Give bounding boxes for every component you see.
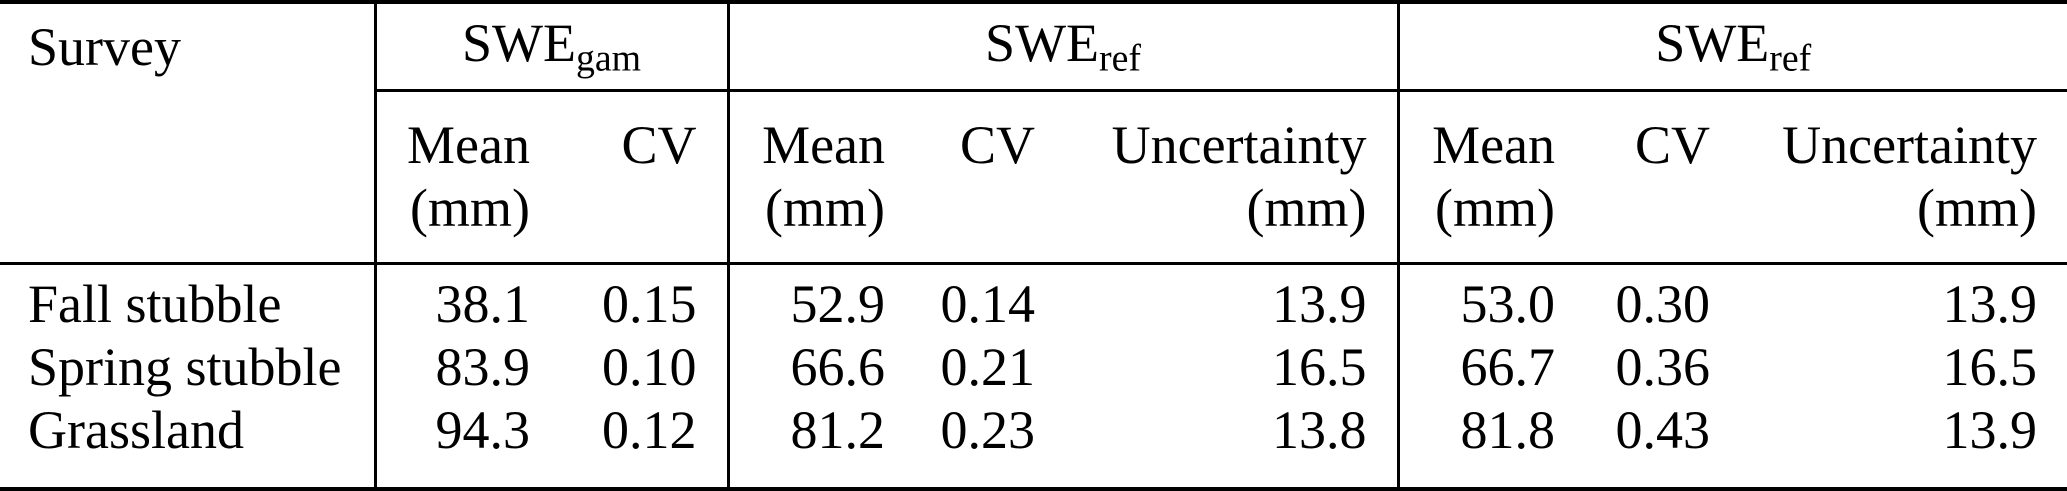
col-header-gam-cv: CV xyxy=(560,90,729,265)
group-header-swe-gam: SWEgam xyxy=(373,2,729,92)
cell-ref2-cv: 0.36 xyxy=(1615,336,1711,397)
table-bottom-spacer xyxy=(0,461,2067,489)
group-label-subscript: gam xyxy=(575,37,642,80)
cell-ref2-cv: 0.30 xyxy=(1615,274,1711,334)
group-label-base: SWE xyxy=(1655,13,1770,74)
group-label-base: SWE xyxy=(985,13,1100,74)
table-header-group-row: Survey SWEgam SWEref SWEref xyxy=(0,2,2067,92)
cell-ref1-mean: 66.6 xyxy=(726,335,916,399)
col-header-ref1-mean: Mean (mm) xyxy=(726,90,916,265)
col-header-ref2-uncertainty: Uncertainty (mm) xyxy=(1740,90,2067,265)
cell-ref1-mean: 52.9 xyxy=(726,263,916,336)
cell-ref1-cv: 0.23 xyxy=(940,400,1036,461)
table-row-grassland: Grassland 94.3 0.12 81.2 0.23 13.8 81.8 … xyxy=(0,398,2067,462)
cell-ref1-uncertainty: 16.5 xyxy=(1272,336,1367,397)
col-header-ref2-mean: Mean (mm) xyxy=(1396,90,1586,265)
table-row-fall-stubble: Fall stubble 38.1 0.15 52.9 0.14 13.9 53… xyxy=(0,263,2067,336)
col-header-gam-mean: Mean (mm) xyxy=(373,90,560,265)
cell-ref2-uncertainty: 13.9 xyxy=(1942,400,2038,461)
survey-column-header: Survey xyxy=(28,17,181,78)
cell-ref1-cv: 0.14 xyxy=(940,274,1036,334)
cell-ref2-mean: 53.0 xyxy=(1396,263,1586,336)
row-label: Grassland xyxy=(28,400,244,461)
cell-gam-mean: 38.1 xyxy=(373,263,560,336)
survey-header-spacer xyxy=(0,90,375,265)
row-label: Fall stubble xyxy=(28,274,282,334)
cell-ref1-uncertainty: 13.9 xyxy=(1272,274,1367,334)
group-header-swe-ref-2: SWEref xyxy=(1396,2,2067,92)
cell-gam-cv: 0.10 xyxy=(602,336,697,397)
cell-ref2-uncertainty: 13.9 xyxy=(1942,274,2038,334)
col-header-ref1-uncertainty: Uncertainty (mm) xyxy=(1065,90,1399,265)
table-row-spring-stubble: Spring stubble 83.9 0.10 66.6 0.21 16.5 … xyxy=(0,335,2067,399)
group-label-subscript: ref xyxy=(1099,37,1141,80)
cell-ref2-mean: 66.7 xyxy=(1396,335,1586,399)
cell-ref2-cv: 0.43 xyxy=(1615,400,1711,461)
group-label-subscript: ref xyxy=(1769,37,1812,80)
cell-gam-cv: 0.12 xyxy=(602,400,697,461)
cell-ref2-mean: 81.8 xyxy=(1396,398,1586,462)
group-header-swe-ref-1: SWEref xyxy=(726,2,1399,92)
cell-ref2-uncertainty: 16.5 xyxy=(1942,336,2038,397)
cell-ref1-uncertainty: 13.8 xyxy=(1272,400,1367,461)
col-header-ref2-cv: CV xyxy=(1585,90,1741,265)
col-header-ref1-cv: CV xyxy=(915,90,1066,265)
table-header-column-row: Mean (mm) CV Mean (mm) CV Uncertainty (m… xyxy=(0,90,2067,265)
cell-gam-mean: 94.3 xyxy=(373,398,560,462)
cell-gam-cv: 0.15 xyxy=(602,274,697,334)
cell-ref1-cv: 0.21 xyxy=(940,336,1036,397)
group-label-base: SWE xyxy=(461,13,576,74)
row-label: Spring stubble xyxy=(28,336,342,397)
cell-gam-mean: 83.9 xyxy=(373,335,560,399)
cell-ref1-mean: 81.2 xyxy=(726,398,916,462)
